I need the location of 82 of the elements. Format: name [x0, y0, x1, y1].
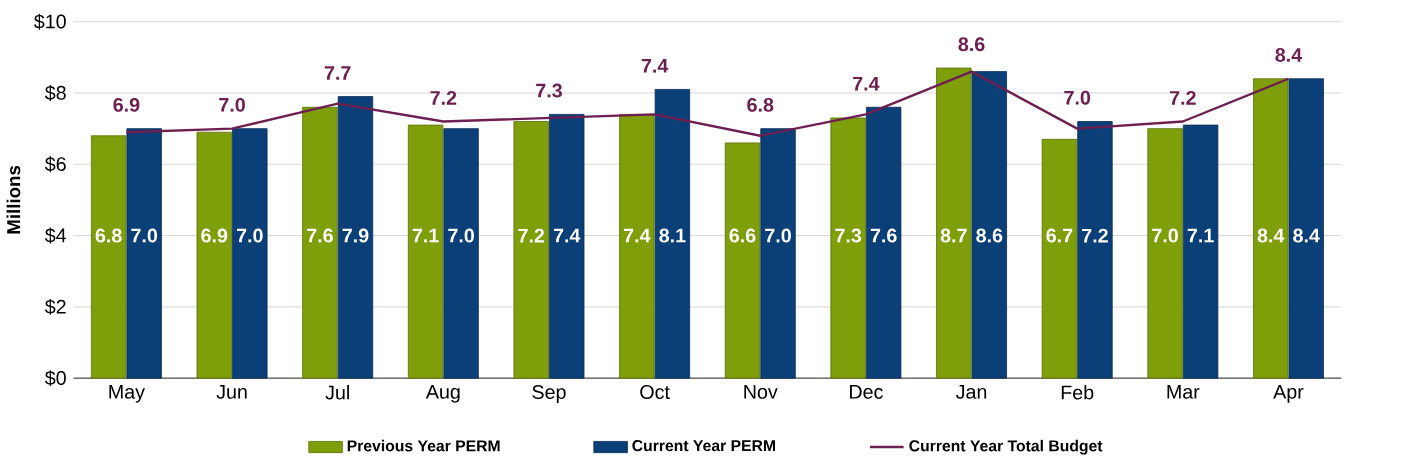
x-tick-label: Feb [1061, 385, 1094, 400]
data-label: 7.1 [412, 228, 439, 243]
x-tick-label: Nov [744, 385, 778, 399]
data-label: 7.2 [518, 228, 545, 243]
x-tick-label: Oct [640, 385, 670, 399]
data-label: 8.7 [940, 228, 967, 243]
x-tick-label: Dec [850, 385, 883, 399]
x-tick-label: May [109, 385, 145, 403]
bar [654, 89, 691, 379]
x-tick-label: Jan [956, 385, 987, 399]
x-tick-label: Mar [1167, 385, 1200, 399]
bar [936, 67, 972, 379]
bar [1182, 124, 1219, 379]
data-label: 7.0 [765, 228, 791, 243]
data-label: 8.4 [1257, 228, 1285, 243]
bar [407, 124, 444, 379]
data-label: 7.3 [835, 228, 862, 243]
x-tick-label: Jul [325, 385, 349, 400]
data-label: 7.9 [342, 228, 369, 243]
data-label: 8.4 [1293, 228, 1320, 243]
data-label: 7.6 [307, 228, 333, 243]
data-label: 7.1 [1187, 228, 1214, 243]
bar [1253, 78, 1289, 379]
data-label: 7.7 [324, 66, 351, 80]
bar [830, 117, 866, 379]
y-tick-label: $2 [44, 298, 66, 315]
x-tick-label: Jun [216, 385, 247, 399]
bar [549, 113, 585, 379]
bar [760, 128, 796, 379]
data-label: 7.4 [853, 76, 880, 91]
data-label: 7.2 [1169, 90, 1196, 105]
bar [90, 135, 127, 379]
bar [302, 106, 338, 379]
bar [337, 96, 374, 379]
x-tick-label: Aug [425, 385, 460, 403]
y-tick-label: $0 [44, 370, 66, 387]
bar [1147, 128, 1183, 379]
legend-label: Previous Year PERM [347, 439, 500, 452]
data-label: 6.6 [729, 228, 756, 243]
bar [1288, 78, 1324, 379]
legend-label: Current Year PERM [632, 440, 775, 452]
data-label: 7.4 [553, 228, 581, 243]
bar [513, 121, 549, 379]
data-label: 7.2 [430, 90, 457, 105]
bar [619, 113, 655, 379]
y-tick-label: $8 [44, 85, 66, 101]
bar [126, 128, 162, 379]
data-label: 8.1 [659, 228, 686, 243]
data-label: 7.3 [536, 83, 562, 98]
data-label: 8.6 [976, 228, 1003, 243]
bar [971, 71, 1007, 379]
data-label: 6.7 [1046, 228, 1073, 243]
data-label: 7.0 [219, 97, 245, 112]
data-label: 7.4 [624, 228, 651, 243]
x-tick-label: Sep [532, 385, 566, 403]
data-label: 6.9 [201, 228, 228, 243]
bar [232, 128, 268, 379]
data-label: 7.0 [131, 228, 158, 243]
data-label: 7.0 [1152, 228, 1178, 243]
bar [866, 106, 902, 379]
legend-label: Current Year Total Budget [909, 439, 1103, 455]
bar [443, 128, 479, 379]
data-label: 6.9 [113, 97, 140, 112]
y-axis-title: Millions [6, 165, 21, 234]
data-label: 6.8 [747, 97, 774, 112]
data-label: 7.4 [641, 59, 669, 73]
x-tick-label: Apr [1273, 385, 1304, 403]
data-label: 7.2 [1082, 228, 1108, 243]
data-label: 7.6 [870, 228, 897, 243]
y-tick-label: $10 [34, 13, 66, 30]
y-tick-label: $6 [44, 156, 66, 173]
bar [196, 131, 232, 379]
bar [1041, 138, 1078, 379]
bar [1077, 121, 1113, 379]
data-label: 7.0 [236, 228, 263, 243]
data-label: 7.0 [1064, 90, 1091, 105]
bar [724, 142, 761, 379]
data-label: 8.6 [958, 37, 985, 52]
y-tick-label: $4 [44, 227, 67, 244]
data-label: 7.0 [448, 228, 474, 243]
data-label: 8.4 [1275, 47, 1303, 62]
data-label: 6.8 [95, 228, 122, 243]
